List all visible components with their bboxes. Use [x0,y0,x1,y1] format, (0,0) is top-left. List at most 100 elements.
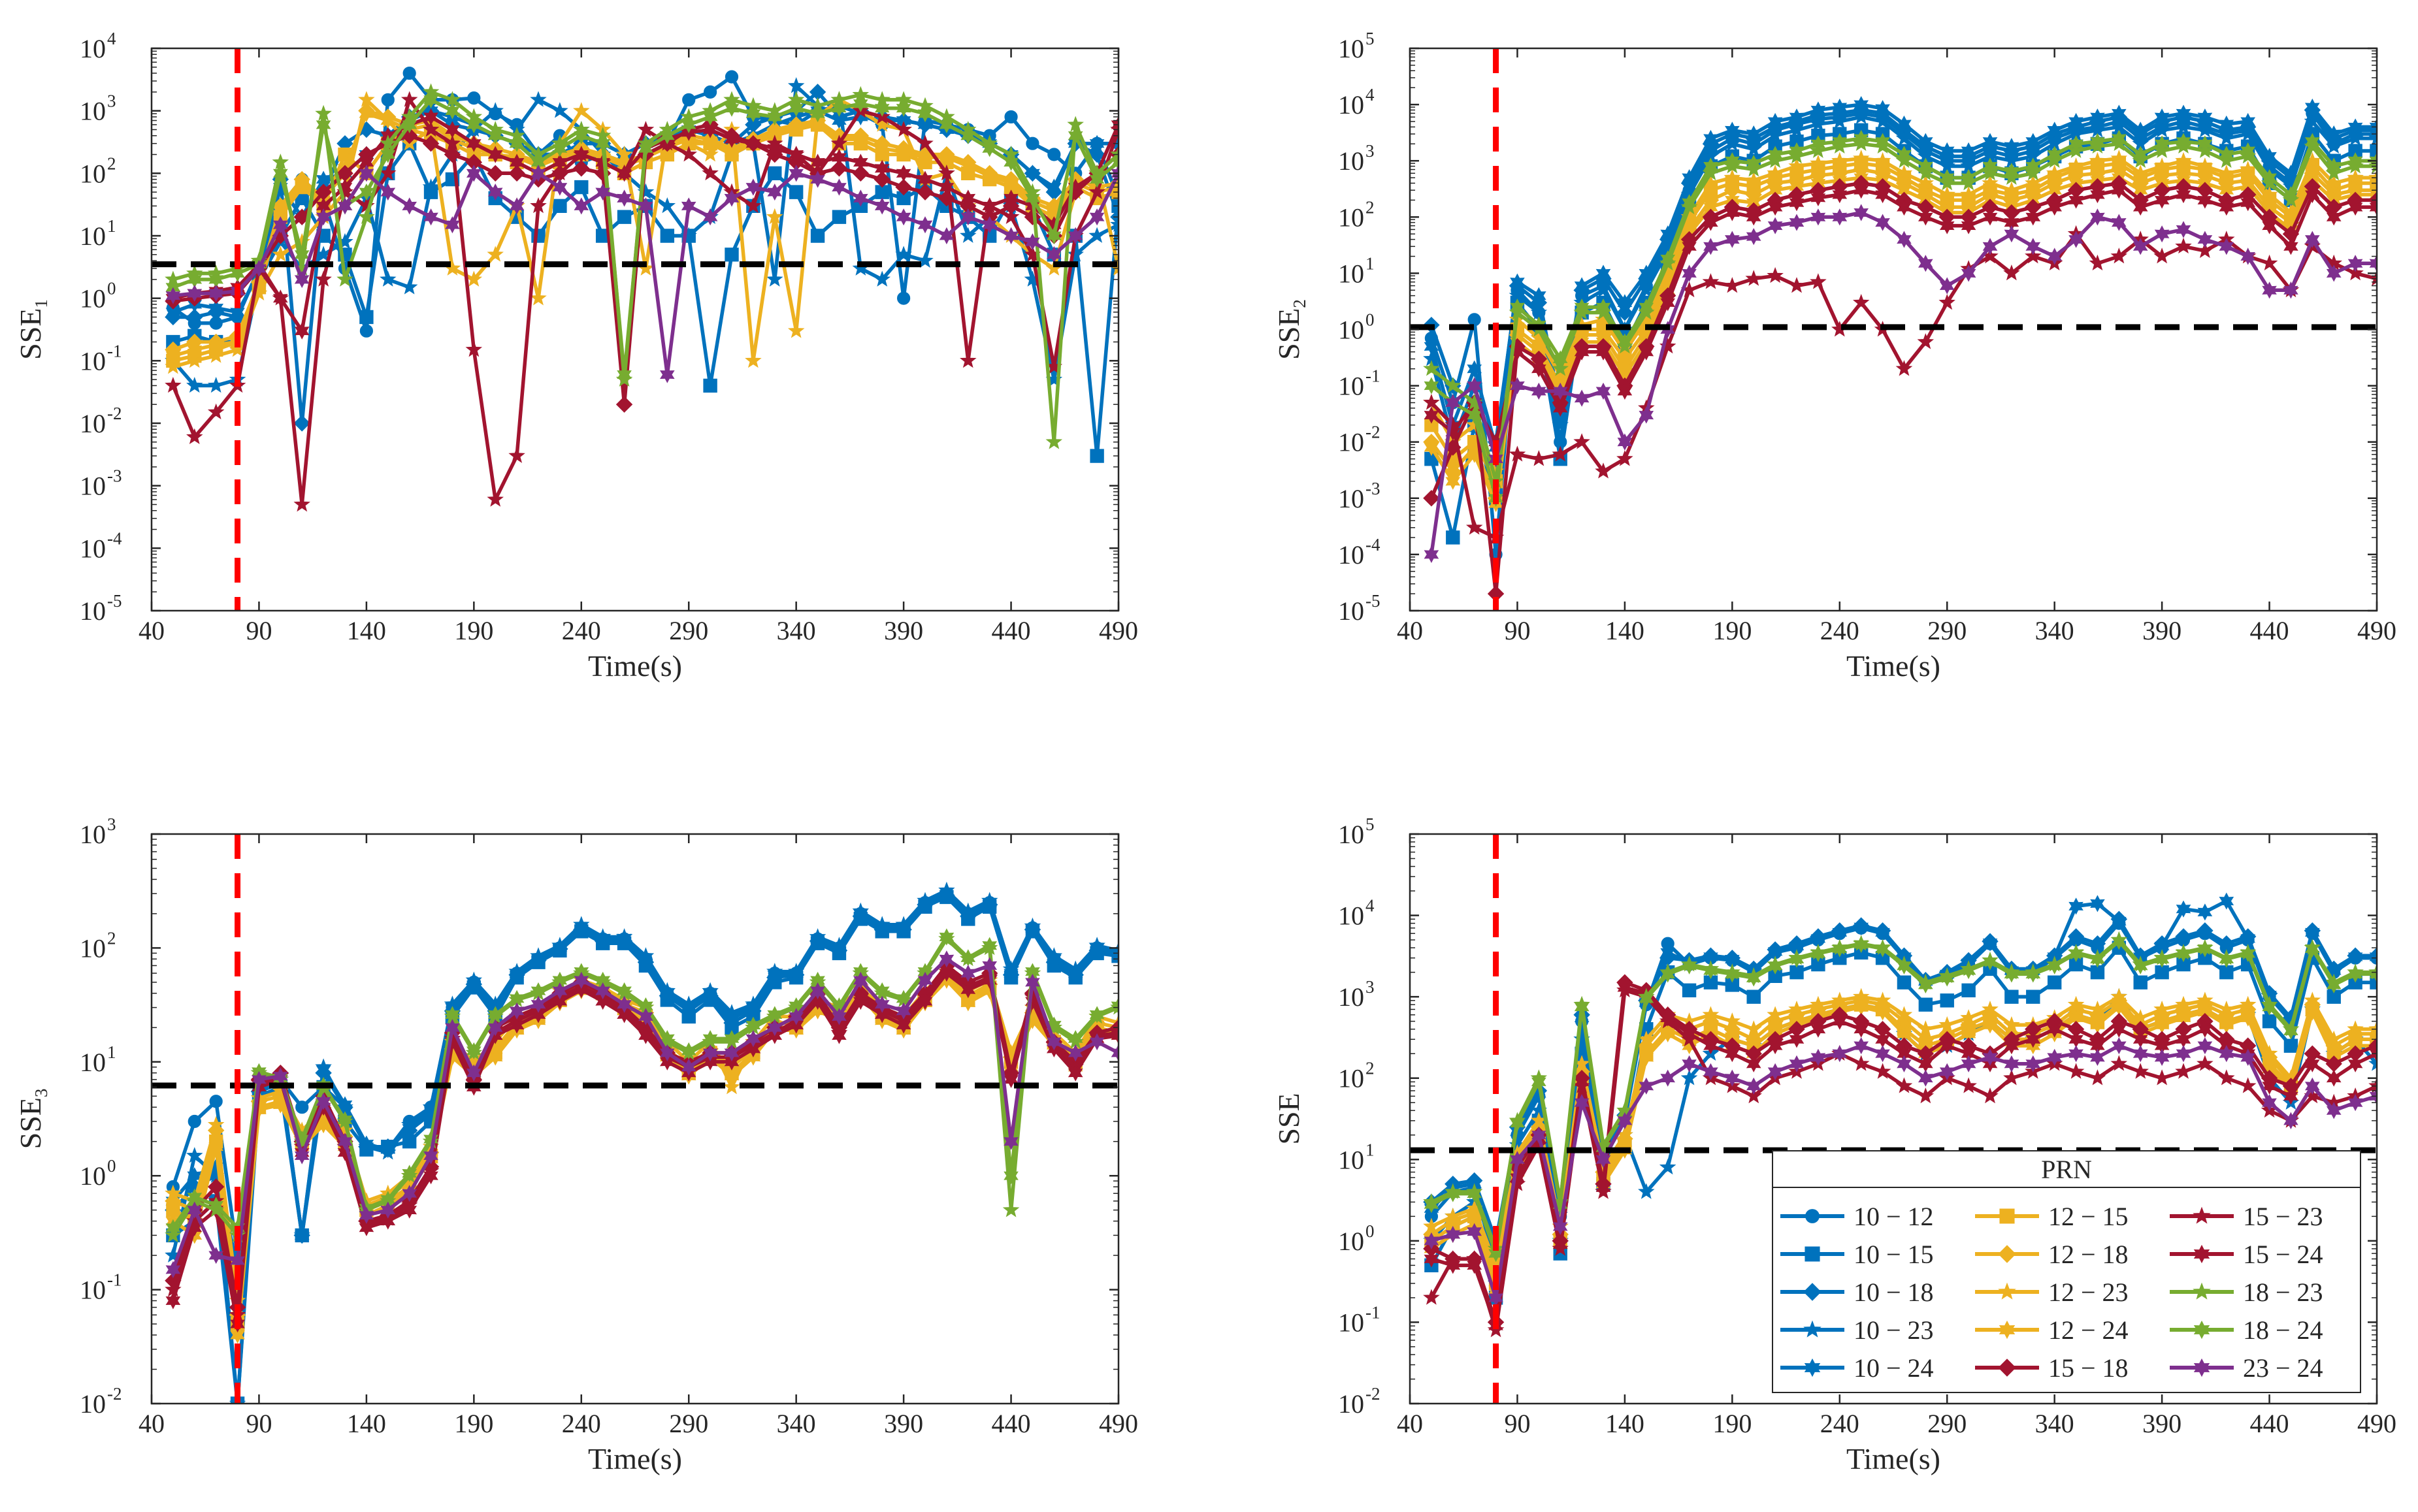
sse1-point-23-24 [1068,227,1083,245]
legend-swatch-marker [1999,1208,2015,1224]
sse1-point-10-24 [1025,165,1040,182]
sse3-point-12-24 [724,1067,740,1085]
sse3-point-10-24 [853,905,868,922]
sse-xtick-label: 90 [1504,1409,1530,1438]
sse2-xtick-label: 290 [1927,616,1967,645]
sse2-point-15-23 [1917,333,1935,349]
sse-point-18-24 [1810,944,1826,962]
sse-point-23-24 [2240,1048,2256,1066]
sse-point-12-23 [1423,1217,1440,1234]
sse-point-18-24 [1939,969,1955,987]
sse1-point-23-24 [423,208,438,226]
sse3-point-12-23 [723,1078,740,1095]
sse1-ytick-label: 10 [80,472,106,501]
sse2-point-23-24 [2262,281,2277,299]
sse-point-10-15 [2047,975,2062,989]
sse1-point-12-24 [789,118,804,136]
sse3-point-10-24 [380,1140,396,1159]
sse3-point-10-24 [617,929,632,947]
sse2-point-12-23 [1852,150,1870,166]
sse2-point-23-24 [1789,214,1805,231]
sse-point-18-24 [1918,976,1933,993]
legend-swatch-marker [1805,1209,1820,1223]
sse-ytick-exponent: 4 [1365,896,1375,916]
sse2-point-18-24 [1660,250,1676,268]
sse2-point-15-23 [1552,445,1569,462]
sse2-point-10-24 [1897,115,1912,133]
sse2-point-23-24 [1767,217,1783,234]
sse3-point-23-24 [1004,1133,1019,1150]
sse3-point-15-24 [638,1027,653,1044]
sse-point-15-23 [2003,1069,2020,1086]
legend-entry: 12 − 23 [1975,1278,2129,1307]
sse1-point-12-23 [358,91,375,107]
sse1-point-23-24 [659,366,675,383]
sse1-point-23-24 [832,178,847,196]
sse1-point-15-24 [982,197,998,215]
sse1-point-10-24 [230,303,245,321]
sse-point-12-18 [1724,1021,1741,1038]
sse1-point-10-12 [359,324,373,338]
sse1-point-23-24 [595,184,611,201]
sse2-point-15-24 [2025,208,2041,226]
sse1-point-18-24 [552,140,568,157]
sse-point-18-24 [1982,953,1998,971]
sse1-point-18-24 [402,116,417,133]
sse2-point-23-24 [1724,231,1740,248]
sse1-point-18-24 [380,146,396,163]
sse1-point-23-24 [1004,227,1019,245]
sse1-point-10-12 [704,85,717,99]
sse2-point-18-24 [2304,133,2320,150]
sse-point-23-24 [1703,1063,1718,1080]
sse1-ytick-exponent: 1 [107,216,116,236]
sse1-point-15-24 [767,140,783,157]
sse1-point-12-23 [573,102,590,118]
sse1-point-10-23 [917,251,934,268]
sse1-point-15-23 [551,164,568,181]
sse1-point-12-24 [294,174,310,192]
sse1-point-12-23 [766,208,783,225]
sse2-point-15-23 [1767,266,1784,283]
sse2-point-15-23 [1595,462,1612,479]
sse1-series-group [152,48,1119,611]
sse-point-10-15 [2004,989,2019,1004]
sse1-point-10-23 [874,270,890,287]
sse1-point-15-23 [186,428,203,445]
sse3-point-15-24 [896,1016,911,1034]
sse1-point-23-24 [187,285,203,302]
sse3-point-12-24 [960,994,976,1012]
sse3-point-23-24 [939,950,955,968]
sse-point-15-24 [1682,1025,1697,1042]
sse1-point-10-15 [1090,449,1104,463]
sse1-point-10-15 [789,185,804,199]
sse3-point-10-12 [188,1114,201,1129]
sse1-point-10-23 [530,91,547,107]
sse-point-12-23 [2347,1020,2364,1037]
sse1-ytick-exponent: -4 [107,528,122,548]
sse2-point-23-24 [2025,238,2041,255]
sse1-point-15-24 [917,170,933,188]
sse-point-12-23 [2239,995,2257,1012]
sse1-point-18-24 [509,135,525,152]
sse2-point-23-24 [1939,277,1955,295]
sse3-point-15-24 [359,1219,374,1236]
sse1-point-18-24 [745,105,761,123]
sse3-point-23-24 [1046,1033,1062,1051]
sse1-point-12-24 [960,157,976,175]
sse1-point-12-24 [810,114,825,131]
sse-point-23-24 [1875,1045,1890,1063]
sse-point-15-24 [2304,1055,2320,1072]
sse2-point-15-23 [2153,248,2170,264]
sse1-point-10-15 [832,210,847,224]
sse3-ytick-label: 10 [80,1161,106,1191]
sse2-point-23-24 [1424,545,1439,563]
sse-point-23-24 [1810,1048,1826,1066]
sse2-point-15-23 [1423,394,1440,410]
sse2-point-10-23 [1831,112,1848,129]
sse2-point-10-23 [1895,129,1913,146]
sse2-point-10-24 [2068,112,2083,131]
sse-xtick-label: 440 [2250,1409,2289,1438]
sse3-point-23-24 [487,1019,503,1037]
sse2-series-line-23-24 [1430,210,2377,555]
sse2-xtick-label: 490 [2357,616,2396,645]
